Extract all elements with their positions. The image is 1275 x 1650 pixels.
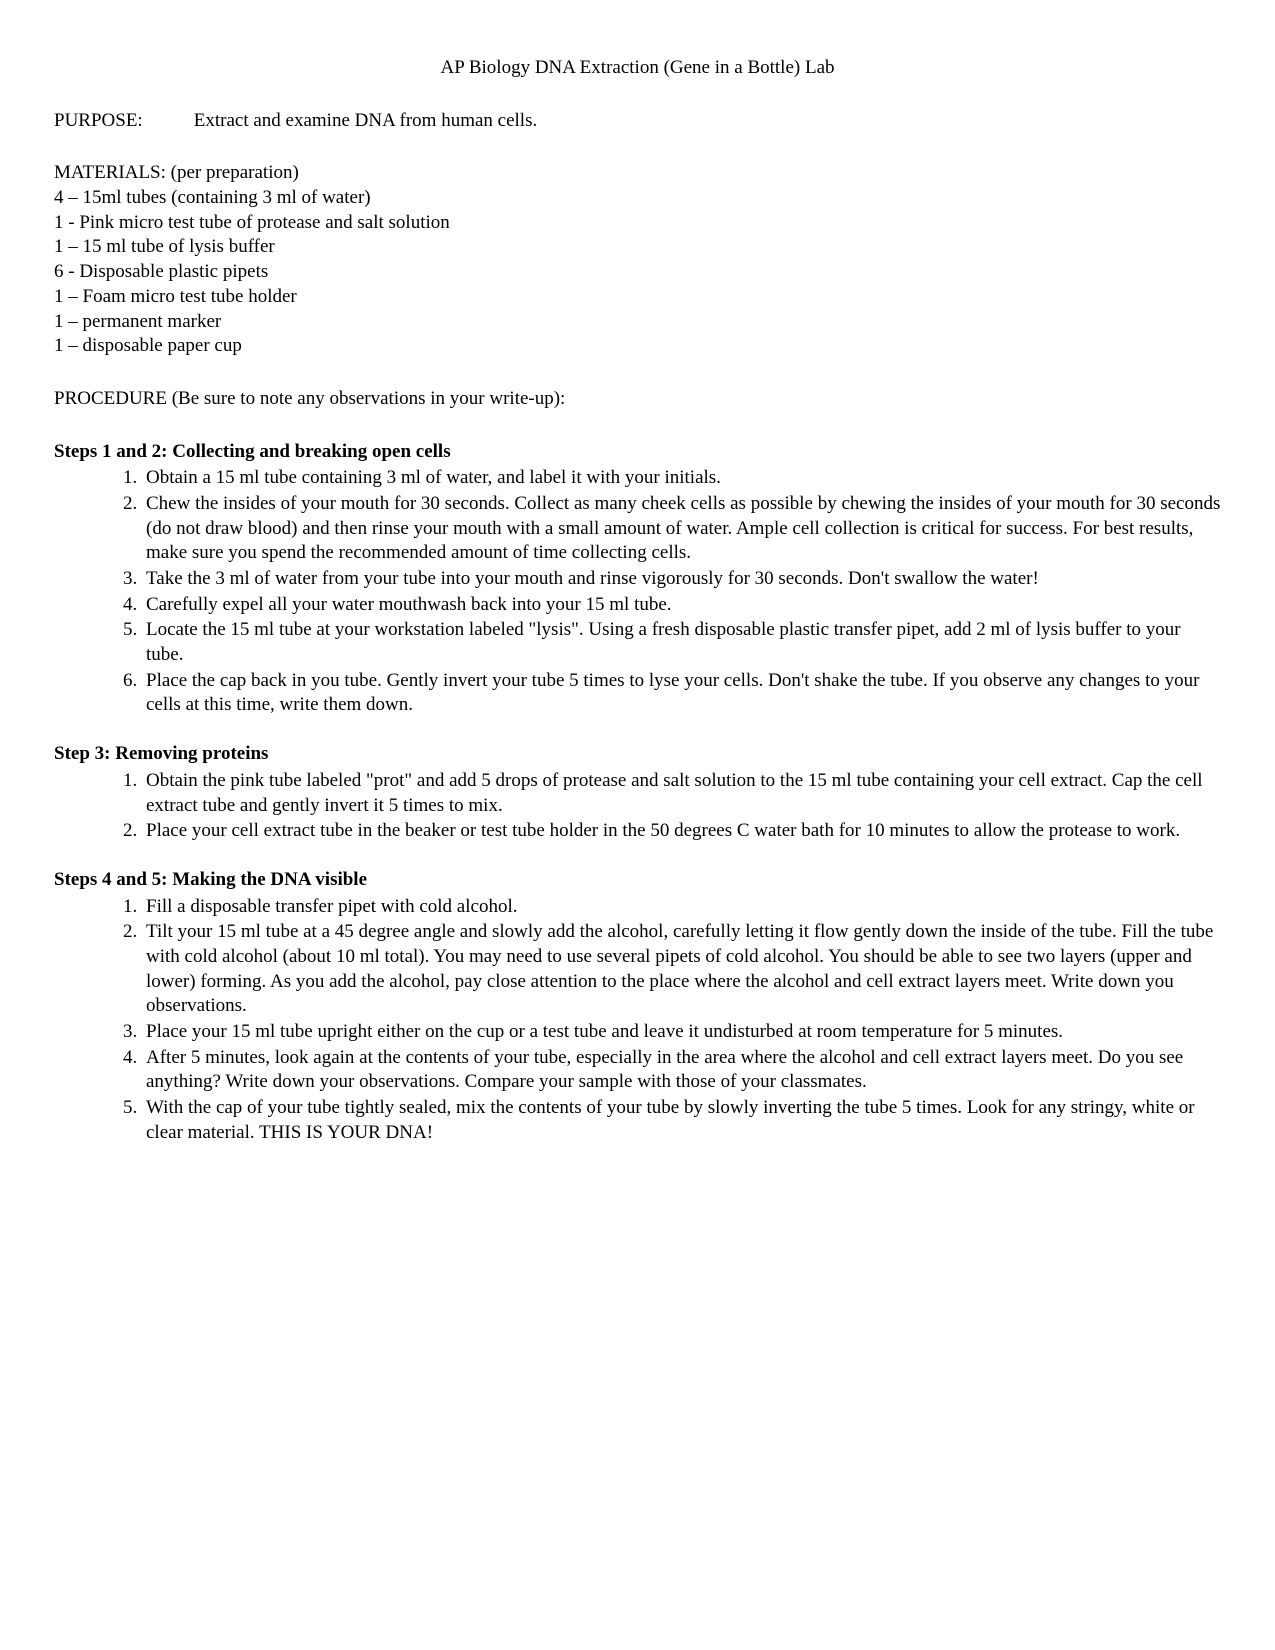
step-item: Tilt your 15 ml tube at a 45 degree angl…	[142, 920, 1221, 1019]
section-heading: Steps 4 and 5: Making the DNA visible	[54, 868, 1221, 893]
materials-block: MATERIALS: (per preparation) 4 – 15ml tu…	[54, 161, 1221, 359]
materials-item: 4 – 15ml tubes (containing 3 ml of water…	[54, 186, 1221, 211]
materials-item: 1 – 15 ml tube of lysis buffer	[54, 235, 1221, 260]
step-item: Place your 15 ml tube upright either on …	[142, 1020, 1221, 1045]
step-item: Place your cell extract tube in the beak…	[142, 819, 1221, 844]
section-heading: Step 3: Removing proteins	[54, 742, 1221, 767]
steps-list: Obtain a 15 ml tube containing 3 ml of w…	[54, 466, 1221, 718]
materials-item: 6 - Disposable plastic pipets	[54, 260, 1221, 285]
step-item: After 5 minutes, look again at the conte…	[142, 1046, 1221, 1095]
step-item: Place the cap back in you tube. Gently i…	[142, 669, 1221, 718]
step-item: Take the 3 ml of water from your tube in…	[142, 567, 1221, 592]
purpose-label: PURPOSE:	[54, 109, 189, 134]
step-item: Carefully expel all your water mouthwash…	[142, 593, 1221, 618]
step-item: Locate the 15 ml tube at your workstatio…	[142, 618, 1221, 667]
steps-list: Fill a disposable transfer pipet with co…	[54, 895, 1221, 1146]
steps-list: Obtain the pink tube labeled "prot" and …	[54, 769, 1221, 844]
purpose-text: Extract and examine DNA from human cells…	[194, 110, 537, 131]
materials-item: 1 – disposable paper cup	[54, 334, 1221, 359]
section-removing-proteins: Step 3: Removing proteins Obtain the pin…	[54, 742, 1221, 844]
materials-item: 1 – Foam micro test tube holder	[54, 285, 1221, 310]
step-item: Obtain a 15 ml tube containing 3 ml of w…	[142, 466, 1221, 491]
step-item: Obtain the pink tube labeled "prot" and …	[142, 769, 1221, 818]
section-visible-dna: Steps 4 and 5: Making the DNA visible Fi…	[54, 868, 1221, 1146]
materials-header: MATERIALS: (per preparation)	[54, 161, 1221, 186]
step-item: With the cap of your tube tightly sealed…	[142, 1096, 1221, 1145]
step-item: Fill a disposable transfer pipet with co…	[142, 895, 1221, 920]
procedure-header: PROCEDURE (Be sure to note any observati…	[54, 387, 1221, 412]
section-heading: Steps 1 and 2: Collecting and breaking o…	[54, 440, 1221, 465]
materials-item: 1 - Pink micro test tube of protease and…	[54, 211, 1221, 236]
section-collecting: Steps 1 and 2: Collecting and breaking o…	[54, 440, 1221, 719]
materials-item: 1 – permanent marker	[54, 310, 1221, 335]
document-title: AP Biology DNA Extraction (Gene in a Bot…	[54, 56, 1221, 81]
purpose-block: PURPOSE: Extract and examine DNA from hu…	[54, 109, 1221, 134]
step-item: Chew the insides of your mouth for 30 se…	[142, 492, 1221, 566]
